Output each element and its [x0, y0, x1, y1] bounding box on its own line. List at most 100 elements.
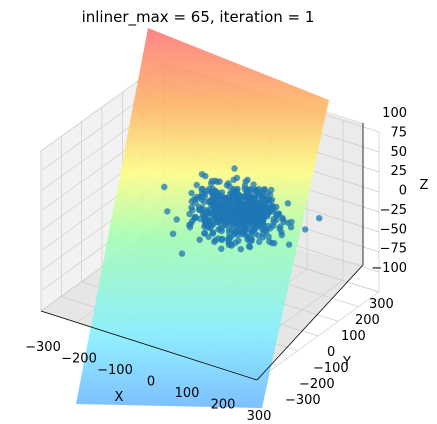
- x-tick-label: −100: [97, 363, 133, 378]
- scatter-point: [191, 215, 198, 222]
- scatter-point: [259, 234, 267, 241]
- scatter-point: [270, 216, 277, 223]
- scatter-point: [173, 216, 180, 223]
- scatter-point: [250, 181, 257, 188]
- scatter-point: [187, 220, 195, 228]
- scatter-point: [223, 182, 231, 189]
- x-tick-label: 200: [211, 398, 236, 413]
- x-axis-label: X: [115, 390, 124, 405]
- scatter-point: [202, 209, 210, 216]
- scatter-point: [228, 211, 236, 218]
- scatter-point: [265, 233, 272, 240]
- scatter-point: [254, 214, 261, 221]
- scatter-point: [265, 196, 273, 203]
- scatter-point: [302, 226, 309, 233]
- scatter-point: [244, 186, 251, 193]
- z-tick-label: −25: [380, 203, 407, 218]
- scatter-point: [188, 189, 195, 197]
- scatter-point: [219, 205, 227, 212]
- y-tick-label: 100: [341, 329, 366, 344]
- y-axis-line: [256, 264, 364, 381]
- scatter-point: [287, 224, 295, 231]
- scatter-point: [215, 217, 222, 225]
- scatter-point: [201, 229, 209, 237]
- scatter-point: [259, 202, 266, 209]
- scatter-point: [178, 250, 186, 257]
- scatter-point: [260, 211, 267, 218]
- scatter-point: [256, 238, 263, 246]
- y-tick-label: −200: [299, 377, 335, 392]
- scatter-point: [246, 243, 254, 251]
- y-axis-label: Y: [342, 355, 351, 370]
- scatter-point: [254, 223, 261, 231]
- scatter-point: [254, 205, 261, 212]
- scatter-point: [288, 218, 295, 226]
- scatter-point: [249, 219, 257, 226]
- scatter-point: [244, 176, 251, 183]
- scatter-point: [231, 222, 239, 229]
- scatter-point: [215, 235, 222, 242]
- scatter-point: [234, 185, 241, 193]
- scatter-point: [260, 188, 267, 195]
- scatter-point: [316, 215, 323, 222]
- scatter-point: [233, 174, 241, 182]
- scatter-point: [258, 195, 266, 202]
- scatter-point: [268, 239, 276, 247]
- scatter-point: [248, 211, 255, 219]
- y-tick-label: −100: [313, 361, 349, 376]
- scatter-point: [193, 181, 200, 189]
- scatter-point: [236, 193, 243, 201]
- y-tick-label: 300: [369, 297, 394, 312]
- scatter-point: [195, 203, 203, 210]
- scatter-point: [231, 229, 239, 236]
- scatter-point: [186, 210, 193, 218]
- z-tick-label: 50: [390, 145, 407, 160]
- scatter-point: [201, 194, 208, 201]
- x-tick-label: 100: [175, 386, 200, 401]
- x-tick-label: −300: [25, 340, 61, 355]
- scatter-point: [238, 203, 246, 210]
- scatter-point: [230, 192, 238, 199]
- scatter-point: [279, 215, 287, 223]
- z-tick-label: 100: [382, 106, 407, 121]
- scatter-point: [218, 245, 225, 252]
- scatter-point: [196, 236, 203, 243]
- scatter-point: [285, 241, 293, 248]
- scatter-point: [220, 215, 227, 223]
- y-tick-label: 200: [355, 313, 380, 328]
- scatter-point: [202, 172, 209, 180]
- scatter-point: [210, 188, 217, 195]
- z-tick-label: −75: [380, 242, 407, 257]
- z-axis-label: Z: [420, 178, 429, 193]
- axis-lines: [40, 123, 364, 381]
- scatter-point: [231, 165, 238, 172]
- scatter-point: [211, 201, 218, 208]
- scatter-point: [275, 210, 282, 218]
- scatter-point: [284, 200, 292, 207]
- scatter-point: [169, 230, 177, 237]
- scatter-point: [248, 234, 255, 242]
- z-tick-label: 25: [390, 164, 407, 179]
- x-tick-label: 300: [247, 409, 272, 424]
- tick-labels: −300−200−1000100200300−300−200−100010020…: [25, 106, 407, 424]
- chart-title: inliner_max = 65, iteration = 1: [82, 8, 315, 27]
- scatter-point: [236, 227, 244, 235]
- scatter-point: [164, 208, 171, 215]
- x-axis-line: [40, 310, 258, 381]
- scatter-point: [225, 241, 232, 248]
- scatter-point: [223, 201, 230, 208]
- scatter-point: [237, 246, 244, 253]
- scatter-point: [251, 192, 258, 199]
- scatter-point: [161, 183, 168, 191]
- z-tick-label: −100: [371, 261, 407, 276]
- scatter-point: [210, 194, 217, 202]
- scatter-point: [251, 230, 259, 237]
- z-tick-label: −50: [380, 222, 407, 237]
- scatter-point: [201, 214, 208, 222]
- scatter-point: [232, 239, 239, 246]
- scatter-point: [225, 216, 232, 223]
- scatter-point: [209, 230, 217, 237]
- x-tick-label: −200: [61, 352, 97, 367]
- scatter-points: [161, 165, 323, 257]
- y-tick-label: −300: [285, 393, 321, 408]
